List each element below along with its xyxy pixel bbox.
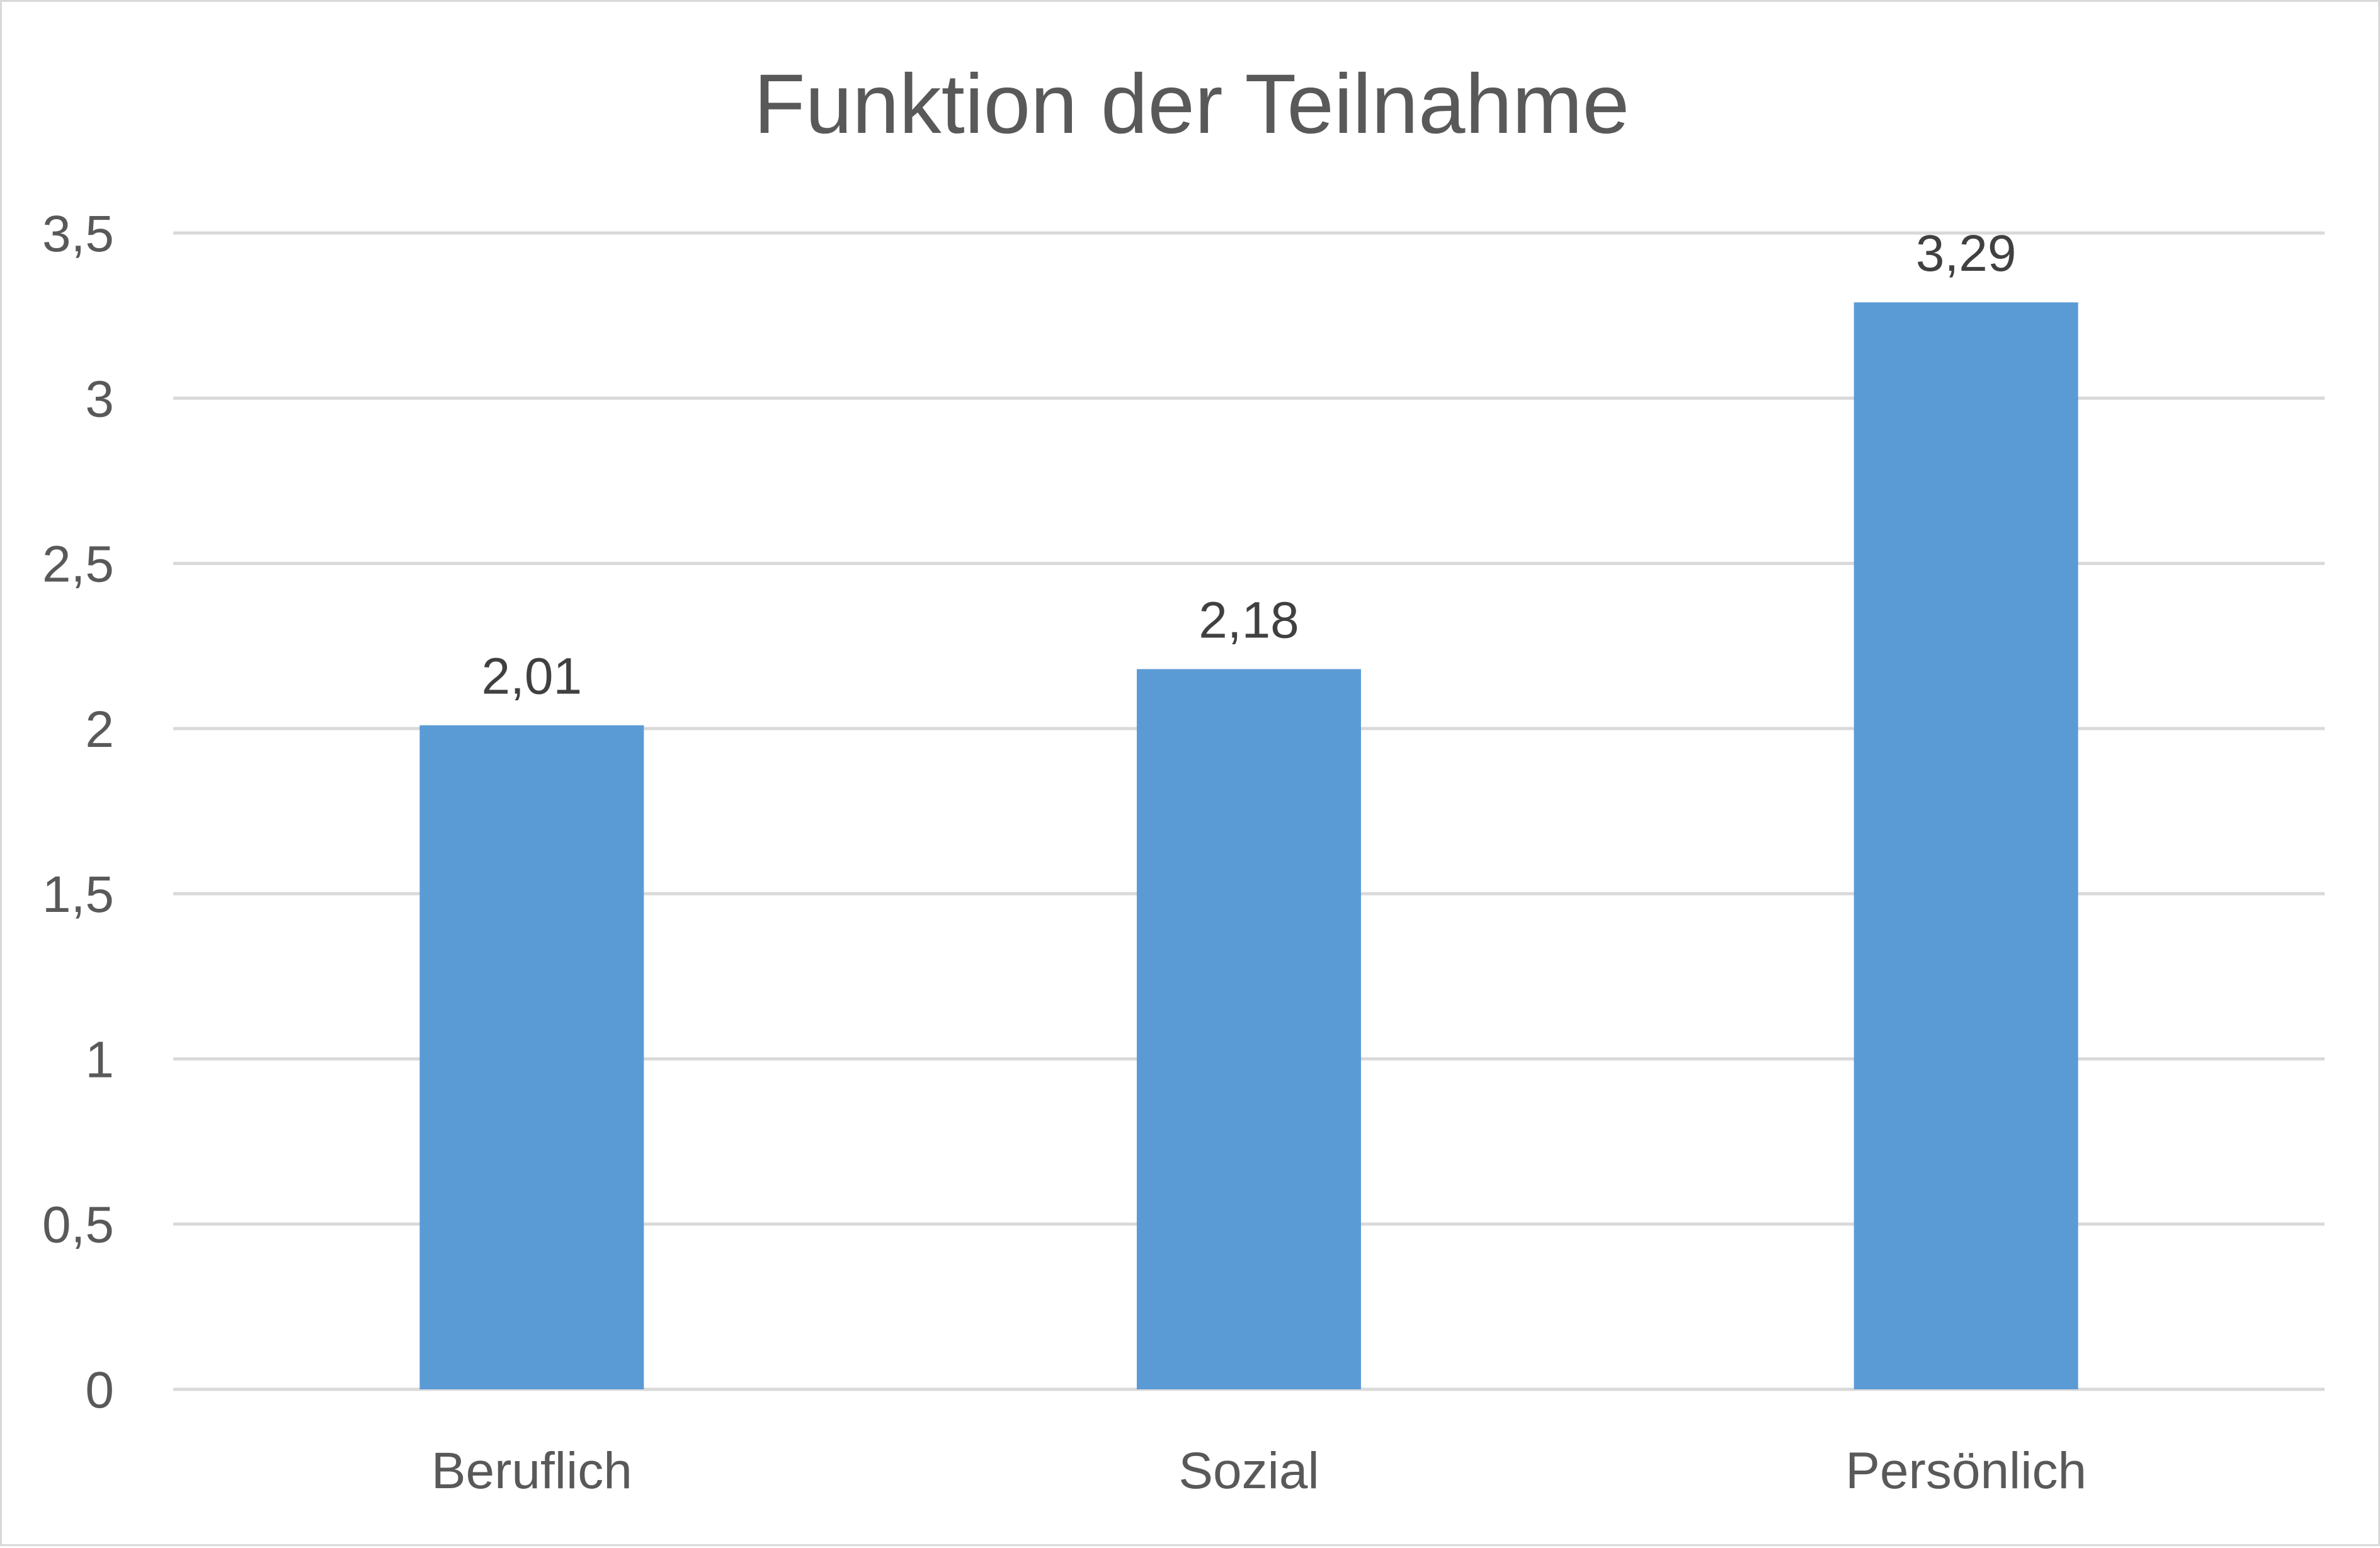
x-category-label: Beruflich bbox=[431, 1442, 632, 1500]
bar-beruflich bbox=[419, 725, 644, 1389]
x-category-label: Persönlich bbox=[1845, 1442, 2087, 1500]
y-tick-label: 0,5 bbox=[42, 1197, 114, 1254]
data-labels: 2,01 2,18 3,29 bbox=[482, 225, 2017, 705]
x-category-label: Sozial bbox=[1178, 1442, 1319, 1500]
y-tick-label: 2 bbox=[85, 701, 114, 758]
y-tick-label: 3 bbox=[85, 370, 114, 428]
y-axis-tick-labels: 0 0,5 1 1,5 2 2,5 3 3,5 bbox=[42, 205, 114, 1419]
data-label: 3,29 bbox=[1916, 225, 2017, 282]
chart-title: Funktion der Teilnahme bbox=[754, 57, 1629, 151]
y-tick-label: 2,5 bbox=[42, 536, 114, 593]
x-axis-category-labels: Beruflich Sozial Persönlich bbox=[431, 1442, 2087, 1500]
data-label: 2,18 bbox=[1199, 591, 1299, 649]
bar-persönlich bbox=[1853, 302, 2078, 1389]
bars bbox=[419, 302, 2078, 1389]
y-tick-label: 1,5 bbox=[42, 866, 114, 923]
y-tick-label: 1 bbox=[85, 1031, 114, 1088]
y-tick-label: 0 bbox=[85, 1362, 114, 1419]
bar-sozial bbox=[1137, 669, 1361, 1389]
data-label: 2,01 bbox=[482, 648, 583, 705]
y-tick-label: 3,5 bbox=[42, 205, 114, 263]
